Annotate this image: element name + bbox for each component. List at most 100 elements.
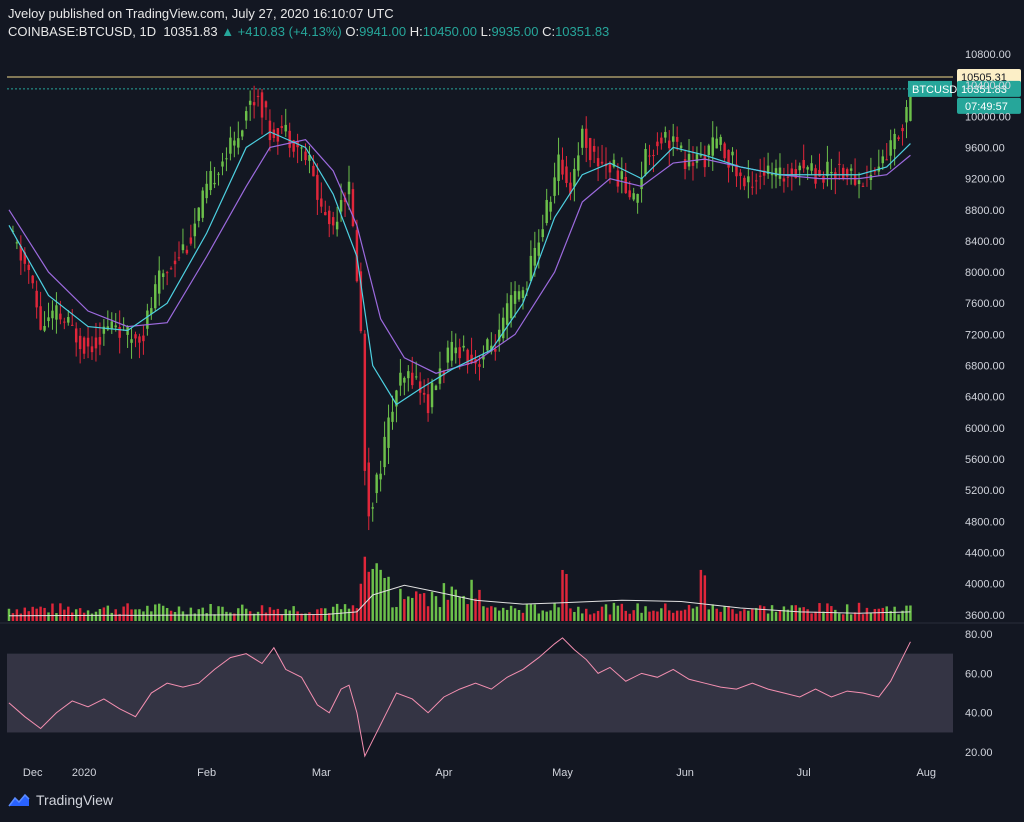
volume-bar (15, 609, 19, 621)
candle-body (74, 328, 78, 343)
volume-bar (82, 612, 86, 621)
time-tick-label: 2020 (72, 767, 96, 779)
high-label: H: (409, 24, 423, 39)
volume-bar (751, 608, 754, 621)
candle-body (794, 169, 798, 179)
symbol-label[interactable]: COINBASE:BTCUSD, 1D (8, 24, 157, 39)
volume-bar (521, 612, 525, 621)
candle-body (15, 242, 19, 244)
volume-bar (608, 614, 612, 621)
volume-bar (739, 611, 742, 621)
price-tick-label: 4000.00 (965, 579, 1005, 591)
candle-body (802, 159, 805, 169)
time-tick-label: Jul (797, 767, 811, 779)
volume-bar (834, 609, 837, 621)
volume-bar (703, 575, 707, 621)
candle-body (102, 326, 106, 334)
candle-body (339, 200, 343, 212)
candle-body (130, 339, 133, 343)
candle-body (652, 155, 655, 157)
candle-body (395, 390, 398, 407)
price-tick-label: 9200.00 (965, 174, 1005, 186)
candle-body (197, 207, 200, 221)
candle-body (248, 100, 252, 105)
candle-body (320, 198, 323, 207)
price-tick-label: 3600.00 (965, 610, 1005, 622)
volume-bar (814, 611, 817, 621)
candle-body (758, 175, 762, 177)
volume-bar (664, 603, 667, 621)
volume-bar (731, 609, 734, 621)
low-label: L: (480, 24, 492, 39)
candle-body (806, 167, 809, 170)
candle-body (762, 170, 766, 176)
candle-body (442, 371, 446, 376)
candle-body (834, 172, 837, 179)
candle-body (553, 177, 556, 196)
candle-body (719, 137, 722, 145)
volume-bar (260, 605, 264, 621)
price-tick-label: 6800.00 (965, 361, 1005, 373)
volume-bar (59, 603, 62, 621)
candle-body (569, 182, 572, 194)
volume-bar (225, 611, 228, 621)
volume-bar (272, 609, 276, 621)
candle-body (703, 155, 707, 168)
volume-bar (470, 579, 473, 621)
volume-bar (671, 612, 675, 621)
volume-bar (802, 607, 805, 621)
candle-body (288, 130, 291, 148)
candle-body (600, 161, 604, 164)
volume-bar (422, 593, 426, 621)
volume-bar (47, 612, 50, 621)
candle-body (335, 221, 339, 230)
volume-bar (335, 603, 339, 621)
volume-bar (691, 608, 695, 621)
candle-body (446, 347, 450, 363)
volume-bar (758, 605, 762, 621)
volume-bar (78, 608, 82, 621)
candle-body (418, 381, 422, 393)
volume-bar (213, 614, 216, 621)
volume-bar (747, 610, 750, 621)
price-tick-label: 4400.00 (965, 547, 1005, 559)
tradingview-footer[interactable]: TradingView (8, 792, 113, 808)
candle-body (664, 131, 667, 138)
candle-body (434, 385, 438, 391)
high-value: 10450.00 (422, 24, 477, 39)
candle-body (27, 264, 30, 270)
volume-bar (165, 608, 169, 621)
candle-body (185, 249, 189, 254)
volume-bar (719, 611, 722, 621)
volume-bar (454, 589, 457, 621)
candle-body (47, 317, 50, 322)
candle-body (221, 161, 224, 167)
volume-bar (426, 606, 430, 621)
volume-bar (395, 606, 398, 621)
volume-bar (161, 605, 165, 621)
volume-bar (126, 603, 129, 621)
candle-body (505, 303, 509, 325)
candle-body (715, 138, 718, 149)
candle-body (450, 341, 454, 361)
candle-body (691, 162, 695, 166)
last-price-tag (957, 80, 1021, 97)
candle-body (454, 347, 457, 354)
candle-body (573, 168, 576, 187)
volume-bar (865, 607, 869, 621)
candle-body (557, 154, 560, 181)
volume-bar (241, 604, 244, 621)
candle-body (82, 337, 86, 354)
volume-bar (624, 610, 627, 621)
candle-body (470, 354, 473, 363)
price-tick-label: 4800.00 (965, 516, 1005, 528)
candle-body (679, 145, 683, 149)
volume-bar (347, 608, 351, 621)
volume-bar (11, 613, 15, 621)
candle-body (849, 168, 853, 171)
candle-body (90, 346, 94, 353)
candle-body (770, 173, 774, 176)
volume-bar (288, 610, 291, 621)
volume-bar (853, 612, 857, 621)
